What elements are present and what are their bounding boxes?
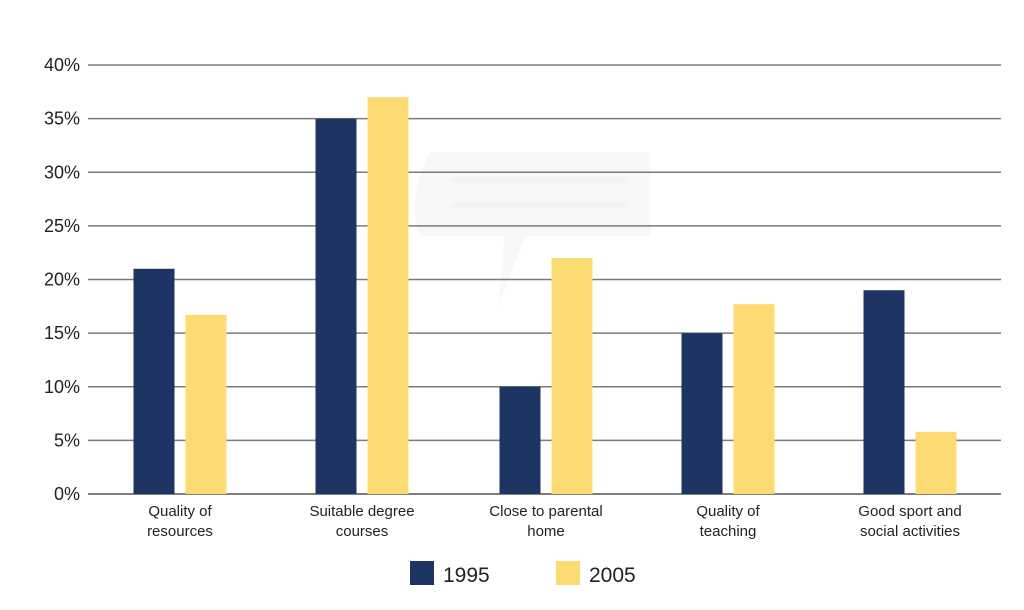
x-category-label: Quality of resources (147, 503, 213, 540)
y-tick-label: 0% (54, 484, 80, 504)
y-tick-label: 15% (44, 323, 80, 343)
legend-swatch-2005 (556, 561, 580, 585)
x-category-label: Quality of teaching (696, 503, 760, 540)
y-tick-label: 30% (44, 162, 80, 182)
bar-2005-3 (733, 304, 775, 494)
bar-2005-2 (551, 258, 593, 494)
y-axis-tick-labels: 0% 5% 10% 15% 20% 25% 30% 35% 40% (44, 55, 80, 504)
legend-label: 2005 (589, 564, 636, 587)
bar-1995-3 (681, 333, 723, 494)
y-tick-label: 20% (44, 270, 80, 290)
bar-1995-4 (863, 290, 905, 494)
legend: 1995 2005 (410, 561, 636, 587)
y-tick-label: 5% (54, 430, 80, 450)
bar-1995-2 (499, 386, 541, 494)
bar-1995-1 (315, 118, 357, 494)
x-category-label: Close to parental home (489, 503, 602, 540)
legend-swatch-1995 (410, 561, 434, 585)
bar-2005-4 (915, 431, 957, 494)
x-category-label: Suitable degree courses (309, 503, 414, 540)
gridlines (88, 64, 1001, 495)
y-tick-label: 35% (44, 109, 80, 129)
y-tick-label: 10% (44, 377, 80, 397)
legend-label: 1995 (443, 564, 490, 587)
bar-1995-0 (133, 268, 175, 494)
bars (133, 97, 957, 495)
x-axis-category-labels: Quality of resources Suitable degree course… (147, 503, 962, 540)
bar-2005-0 (185, 314, 227, 494)
watermark-logo (414, 152, 650, 306)
x-category-label: Good sport and social activities (858, 503, 961, 540)
bar-2005-1 (367, 97, 409, 495)
y-tick-label: 25% (44, 216, 80, 236)
y-tick-label: 40% (44, 55, 80, 75)
